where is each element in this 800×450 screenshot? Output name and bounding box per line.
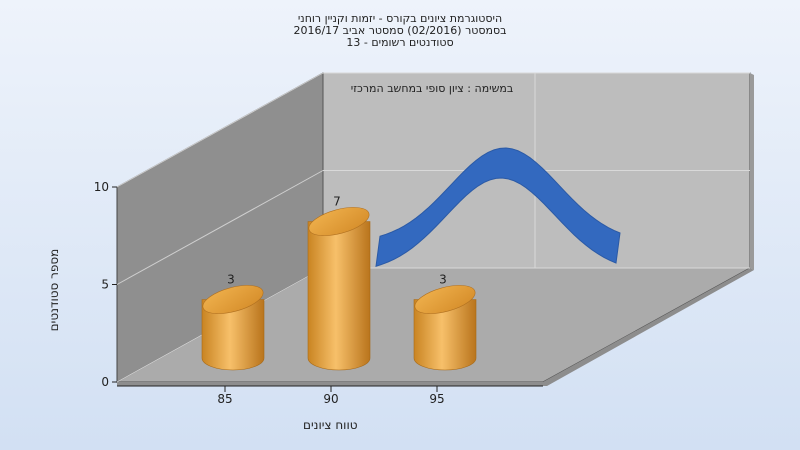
chart-title-line-1: היסטוגרמת ציונים בקורס - יזמות וקניין רו… [297, 12, 503, 25]
y-tick-label: 10 [94, 180, 109, 194]
chart-title-line-2: בסמסטר (02/2016) סמסטר אביב 2016/17 [293, 24, 507, 37]
x-tick-label: 85 [217, 392, 232, 406]
task-label: במשימה : ציון סופי במחשב המרכזי [351, 82, 514, 95]
bar [413, 299, 477, 371]
y-tick-label: 5 [101, 278, 109, 292]
bar-top [414, 285, 476, 314]
x-tick-label: 90 [323, 392, 338, 406]
floor-edge [117, 268, 754, 386]
bar-value-label: 3 [227, 273, 235, 287]
y-gridline-left [116, 170, 324, 285]
x-axis-title: טווח ציונים [303, 418, 358, 432]
bar [307, 221, 371, 371]
bar-value-label: 7 [333, 195, 341, 209]
bar-value-label: 3 [439, 273, 447, 287]
bar [201, 299, 265, 371]
bar-top [308, 207, 370, 236]
y-axis-title: מספר סטודנטים [47, 248, 61, 332]
chart-title-line-3: סטודנטים רשומים - 13 [346, 36, 454, 49]
x-tick-label: 95 [429, 392, 444, 406]
y-gridline-left [116, 72, 324, 188]
bar-top [202, 285, 264, 314]
normal-distribution-curve [375, 147, 621, 267]
y-tick-label: 0 [101, 375, 109, 389]
back-wall-edge [750, 73, 754, 270]
